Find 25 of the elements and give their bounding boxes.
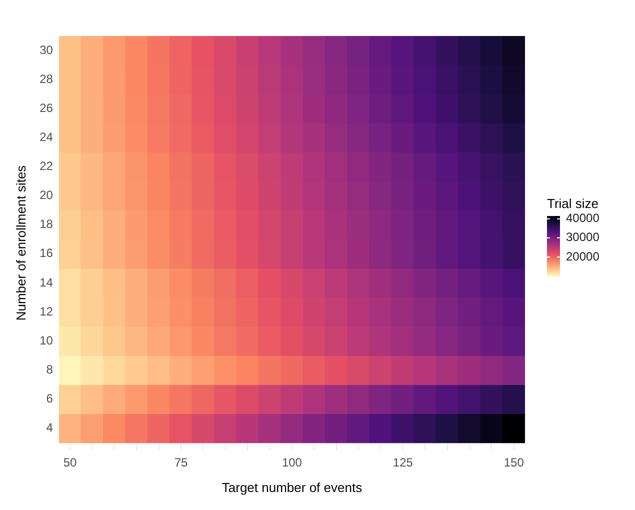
y-tick-label: 12	[40, 304, 54, 318]
x-tick-label: 100	[282, 456, 302, 470]
y-tick-label: 18	[40, 217, 54, 232]
y-tick-label: 24	[40, 130, 54, 144]
y-tick-label: 28	[40, 72, 54, 86]
color-bar-label: 20000	[566, 249, 600, 264]
color-bar-title: Trial size	[547, 196, 599, 211]
y-tick-label: 6	[46, 391, 54, 406]
x-tick-label: 50	[63, 456, 78, 470]
y-tick-label: 22	[40, 159, 54, 174]
y-tick-label: 30	[40, 42, 54, 57]
color-bar-label: 40000	[566, 211, 600, 226]
x-tick-label: 150	[504, 456, 524, 470]
y-tick-label: 10	[40, 333, 54, 348]
y-tick-label: 20	[40, 188, 54, 202]
y-axis-title: Number of enrollment sites	[13, 164, 28, 321]
y-tick-label: 14	[40, 275, 54, 290]
y-tick-label: 8	[46, 362, 54, 376]
x-tick-label: 125	[392, 456, 414, 470]
y-tick-label: 4	[46, 420, 54, 435]
y-tick-label: 16	[40, 246, 54, 260]
y-tick-label: 26	[40, 100, 54, 115]
color-bar-label: 30000	[566, 230, 600, 244]
x-tick-label: 75	[174, 456, 188, 470]
x-axis-title: Target number of events	[222, 480, 363, 495]
